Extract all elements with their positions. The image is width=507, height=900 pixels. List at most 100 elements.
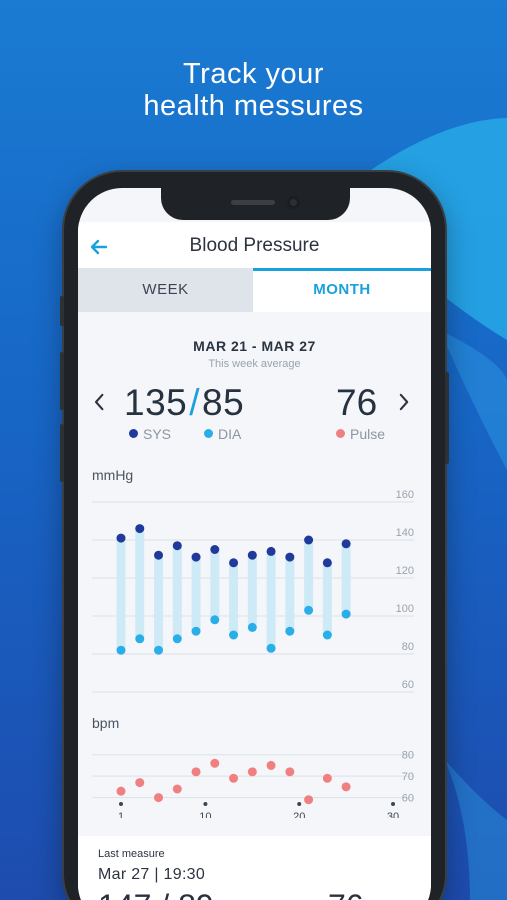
pulse-point <box>285 767 295 777</box>
dia-point <box>229 630 239 640</box>
legend-dia: DIA <box>204 426 241 442</box>
bp-range-bar <box>341 543 351 615</box>
dia-point <box>172 634 182 644</box>
bp-tick-label: 140 <box>396 527 414 539</box>
bp-tick-label: 100 <box>396 603 414 615</box>
sys-point <box>285 552 295 562</box>
dia-value: 85 <box>202 382 245 423</box>
sys-point <box>266 546 276 556</box>
pulse-point <box>304 795 314 805</box>
x-tick-mark <box>297 802 302 806</box>
dia-point <box>341 609 351 619</box>
sys-point <box>191 552 201 562</box>
dia-point <box>154 645 164 655</box>
bp-range-bar <box>210 549 220 620</box>
date-range: MAR 21 - MAR 27 <box>193 338 316 354</box>
dia-point <box>285 626 295 636</box>
x-tick-mark <box>203 802 208 806</box>
dia-point <box>135 634 145 644</box>
pulse-point <box>172 784 182 794</box>
bp-range-bar <box>135 528 145 639</box>
date-range-subtitle: This week average <box>208 358 301 370</box>
dia-point <box>304 605 314 615</box>
bp-range-bar <box>285 557 295 632</box>
sys-point <box>341 539 351 549</box>
pulse-point <box>247 767 257 777</box>
pulse-point <box>135 778 145 788</box>
last-measure-card[interactable]: Last measure Mar 27 | 19:30 147 / 89 76 <box>78 836 431 900</box>
pulse-value: 76 <box>336 382 378 423</box>
last-measure-date: Mar 27 | 19:30 <box>98 866 206 883</box>
legend-sys: SYS <box>129 426 171 442</box>
sys-point <box>229 558 239 568</box>
x-tick-label: 10 <box>199 811 211 818</box>
bp-tick-label: 80 <box>402 641 414 653</box>
bp-range-bar <box>247 555 257 628</box>
phone-side-button <box>60 296 64 326</box>
dia-point <box>322 630 332 640</box>
pulse-tick-label: 60 <box>402 793 414 805</box>
bp-range-bar <box>191 557 201 632</box>
tab-month[interactable]: MONTH <box>253 268 431 312</box>
legend-pulse: Pulse <box>336 426 385 442</box>
tab-week[interactable]: WEEK <box>78 268 253 312</box>
pulse-point <box>341 782 351 792</box>
pulse-point <box>191 767 201 777</box>
pulse-point <box>322 773 332 783</box>
bp-tick-label: 160 <box>396 489 414 501</box>
last-measure-label: Last measure <box>98 848 165 860</box>
legend-dia-label: DIA <box>218 426 242 442</box>
pulse-tick-label: 70 <box>402 771 414 783</box>
bp-range-bar <box>116 538 126 651</box>
x-tick-mark <box>391 802 396 806</box>
sys-dot-icon <box>129 429 138 438</box>
sys-point <box>322 558 332 568</box>
phone-volume-down-button <box>60 424 64 482</box>
dia-point <box>266 643 276 653</box>
bp-range-bar <box>172 545 182 639</box>
sys-point <box>247 550 257 560</box>
pulse-point <box>229 773 239 783</box>
x-tick-label: 1 <box>118 811 124 818</box>
phone-power-button <box>445 372 449 464</box>
dia-dot-icon <box>204 429 213 438</box>
bp-range-bar <box>322 562 332 635</box>
dia-point <box>191 626 201 636</box>
sys-point <box>210 545 220 554</box>
front-camera <box>287 196 300 209</box>
period-tabs: WEEK MONTH <box>78 268 431 312</box>
phone-screen: Blood Pressure WEEK MONTH MAR 21 - MAR 2… <box>78 188 431 900</box>
pulse-point <box>116 786 126 796</box>
arrow-left-icon[interactable] <box>88 236 110 258</box>
promo-title-line1: Track your <box>183 58 324 90</box>
bp-tick-label: 60 <box>402 679 414 691</box>
phone-notch <box>161 188 350 220</box>
dia-point <box>210 615 220 625</box>
pulse-point <box>266 760 276 770</box>
page-title: Blood Pressure <box>189 235 320 256</box>
promo-title-line2: health messures <box>143 90 364 122</box>
sys-point <box>172 541 182 551</box>
sys-value: 135 <box>124 382 188 423</box>
bp-range-bar <box>154 555 164 651</box>
legend-sys-label: SYS <box>143 426 172 442</box>
last-measure-bp: 147 / 89 <box>98 888 214 900</box>
chevron-right-icon[interactable] <box>396 390 412 414</box>
value-separator: / <box>189 382 201 423</box>
pulse-dot-icon <box>336 429 345 438</box>
legend-pulse-label: Pulse <box>350 426 386 442</box>
speaker-grille <box>231 200 275 205</box>
bp-range-bar <box>304 540 314 611</box>
phone-volume-up-button <box>60 352 64 410</box>
pulse-point <box>154 793 164 803</box>
chevron-left-icon[interactable] <box>92 390 108 414</box>
dia-point <box>116 645 126 655</box>
promo-title: Track your health messures <box>0 58 507 122</box>
sys-point <box>154 550 164 560</box>
x-tick-label: 30 <box>387 811 399 818</box>
bp-axis-label: mmHg <box>92 467 133 483</box>
bp-range-bar <box>266 551 276 649</box>
sys-point <box>116 533 126 543</box>
charts-area: mmHg 160 140 120 100 80 60 bpm 80 70 60 1 10 20 30 <box>92 467 414 818</box>
last-measure-pulse: 76 <box>328 888 364 900</box>
